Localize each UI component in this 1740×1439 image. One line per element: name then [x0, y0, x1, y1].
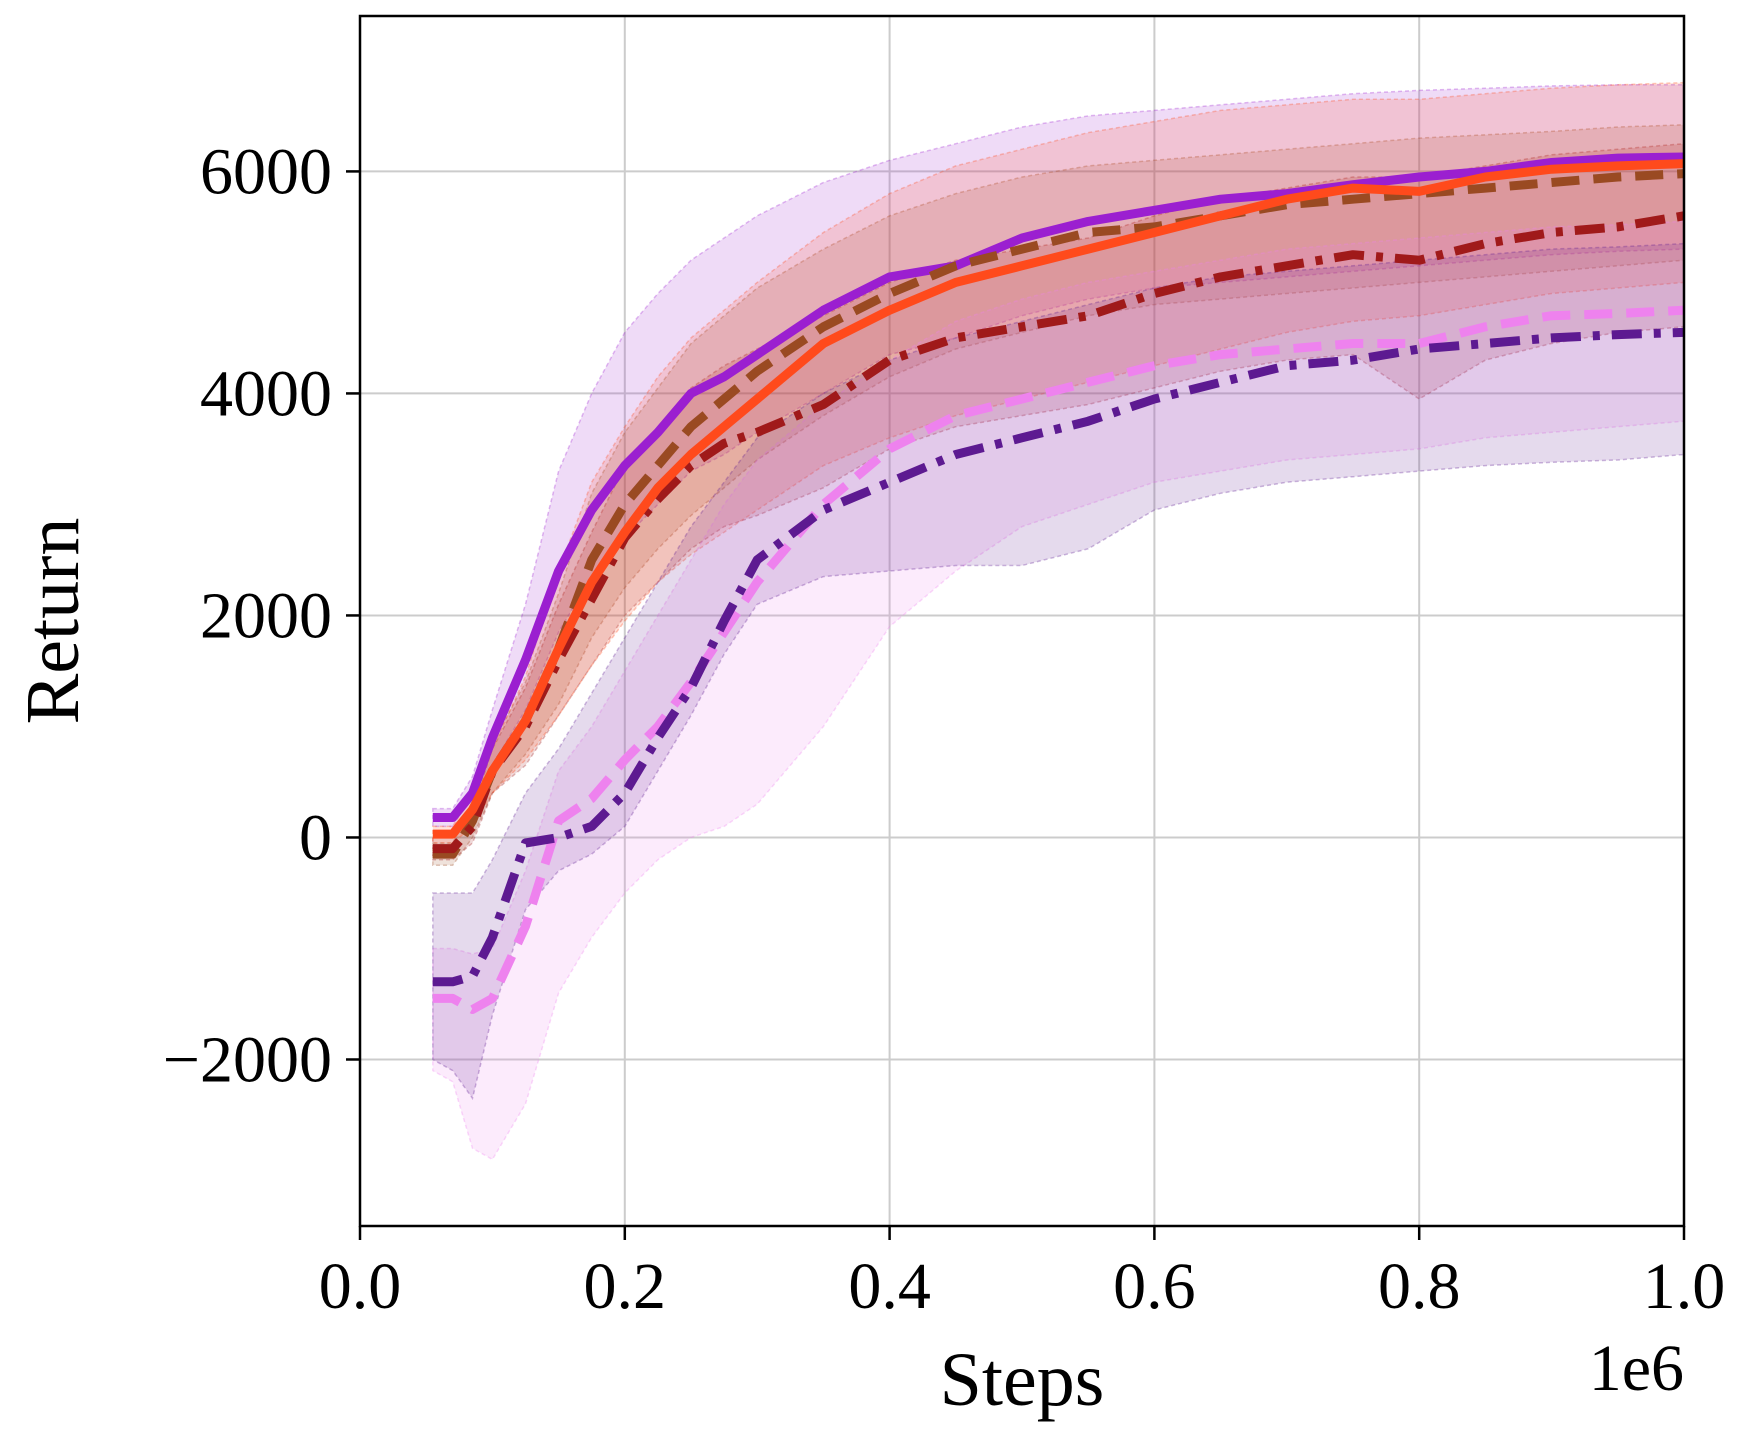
x-axis-offset-label: 1e6 [1589, 1332, 1684, 1405]
y-axis-title: Return [11, 518, 95, 725]
y-tick-label: 2000 [200, 579, 332, 652]
line-series-violet-solid [432, 152, 1685, 822]
y-tick-label: 0 [299, 801, 332, 874]
x-tick-label: 0.0 [319, 1250, 402, 1323]
x-tick-label: 0.8 [1378, 1250, 1461, 1323]
x-axis-title: Steps [940, 1338, 1105, 1422]
line-series-darkred-dashdot [432, 211, 1685, 854]
line-series-orange-solid [432, 159, 1685, 839]
x-tick-label: 0.6 [1113, 1250, 1196, 1323]
x-tick-label: 0.2 [584, 1250, 667, 1323]
axis-labels: Steps Return 1e6 [11, 518, 1684, 1422]
x-tick-label: 1.0 [1643, 1250, 1726, 1323]
x-tick-label: 0.4 [848, 1250, 931, 1323]
axis-ticks: 0.0 0.2 0.4 0.6 0.8 1.0 −2000 0 2000 4000 6000 [163, 135, 1725, 1323]
y-tick-label: −2000 [163, 1023, 332, 1096]
band-series-indigo-dashdot [432, 242, 1685, 1101]
y-tick-label: 4000 [200, 357, 332, 430]
line-series-indigo-dashdot [432, 327, 1685, 987]
plot-frame [358, 14, 1686, 1228]
y-tick-label: 6000 [200, 135, 332, 208]
series-lines [432, 152, 1685, 1014]
